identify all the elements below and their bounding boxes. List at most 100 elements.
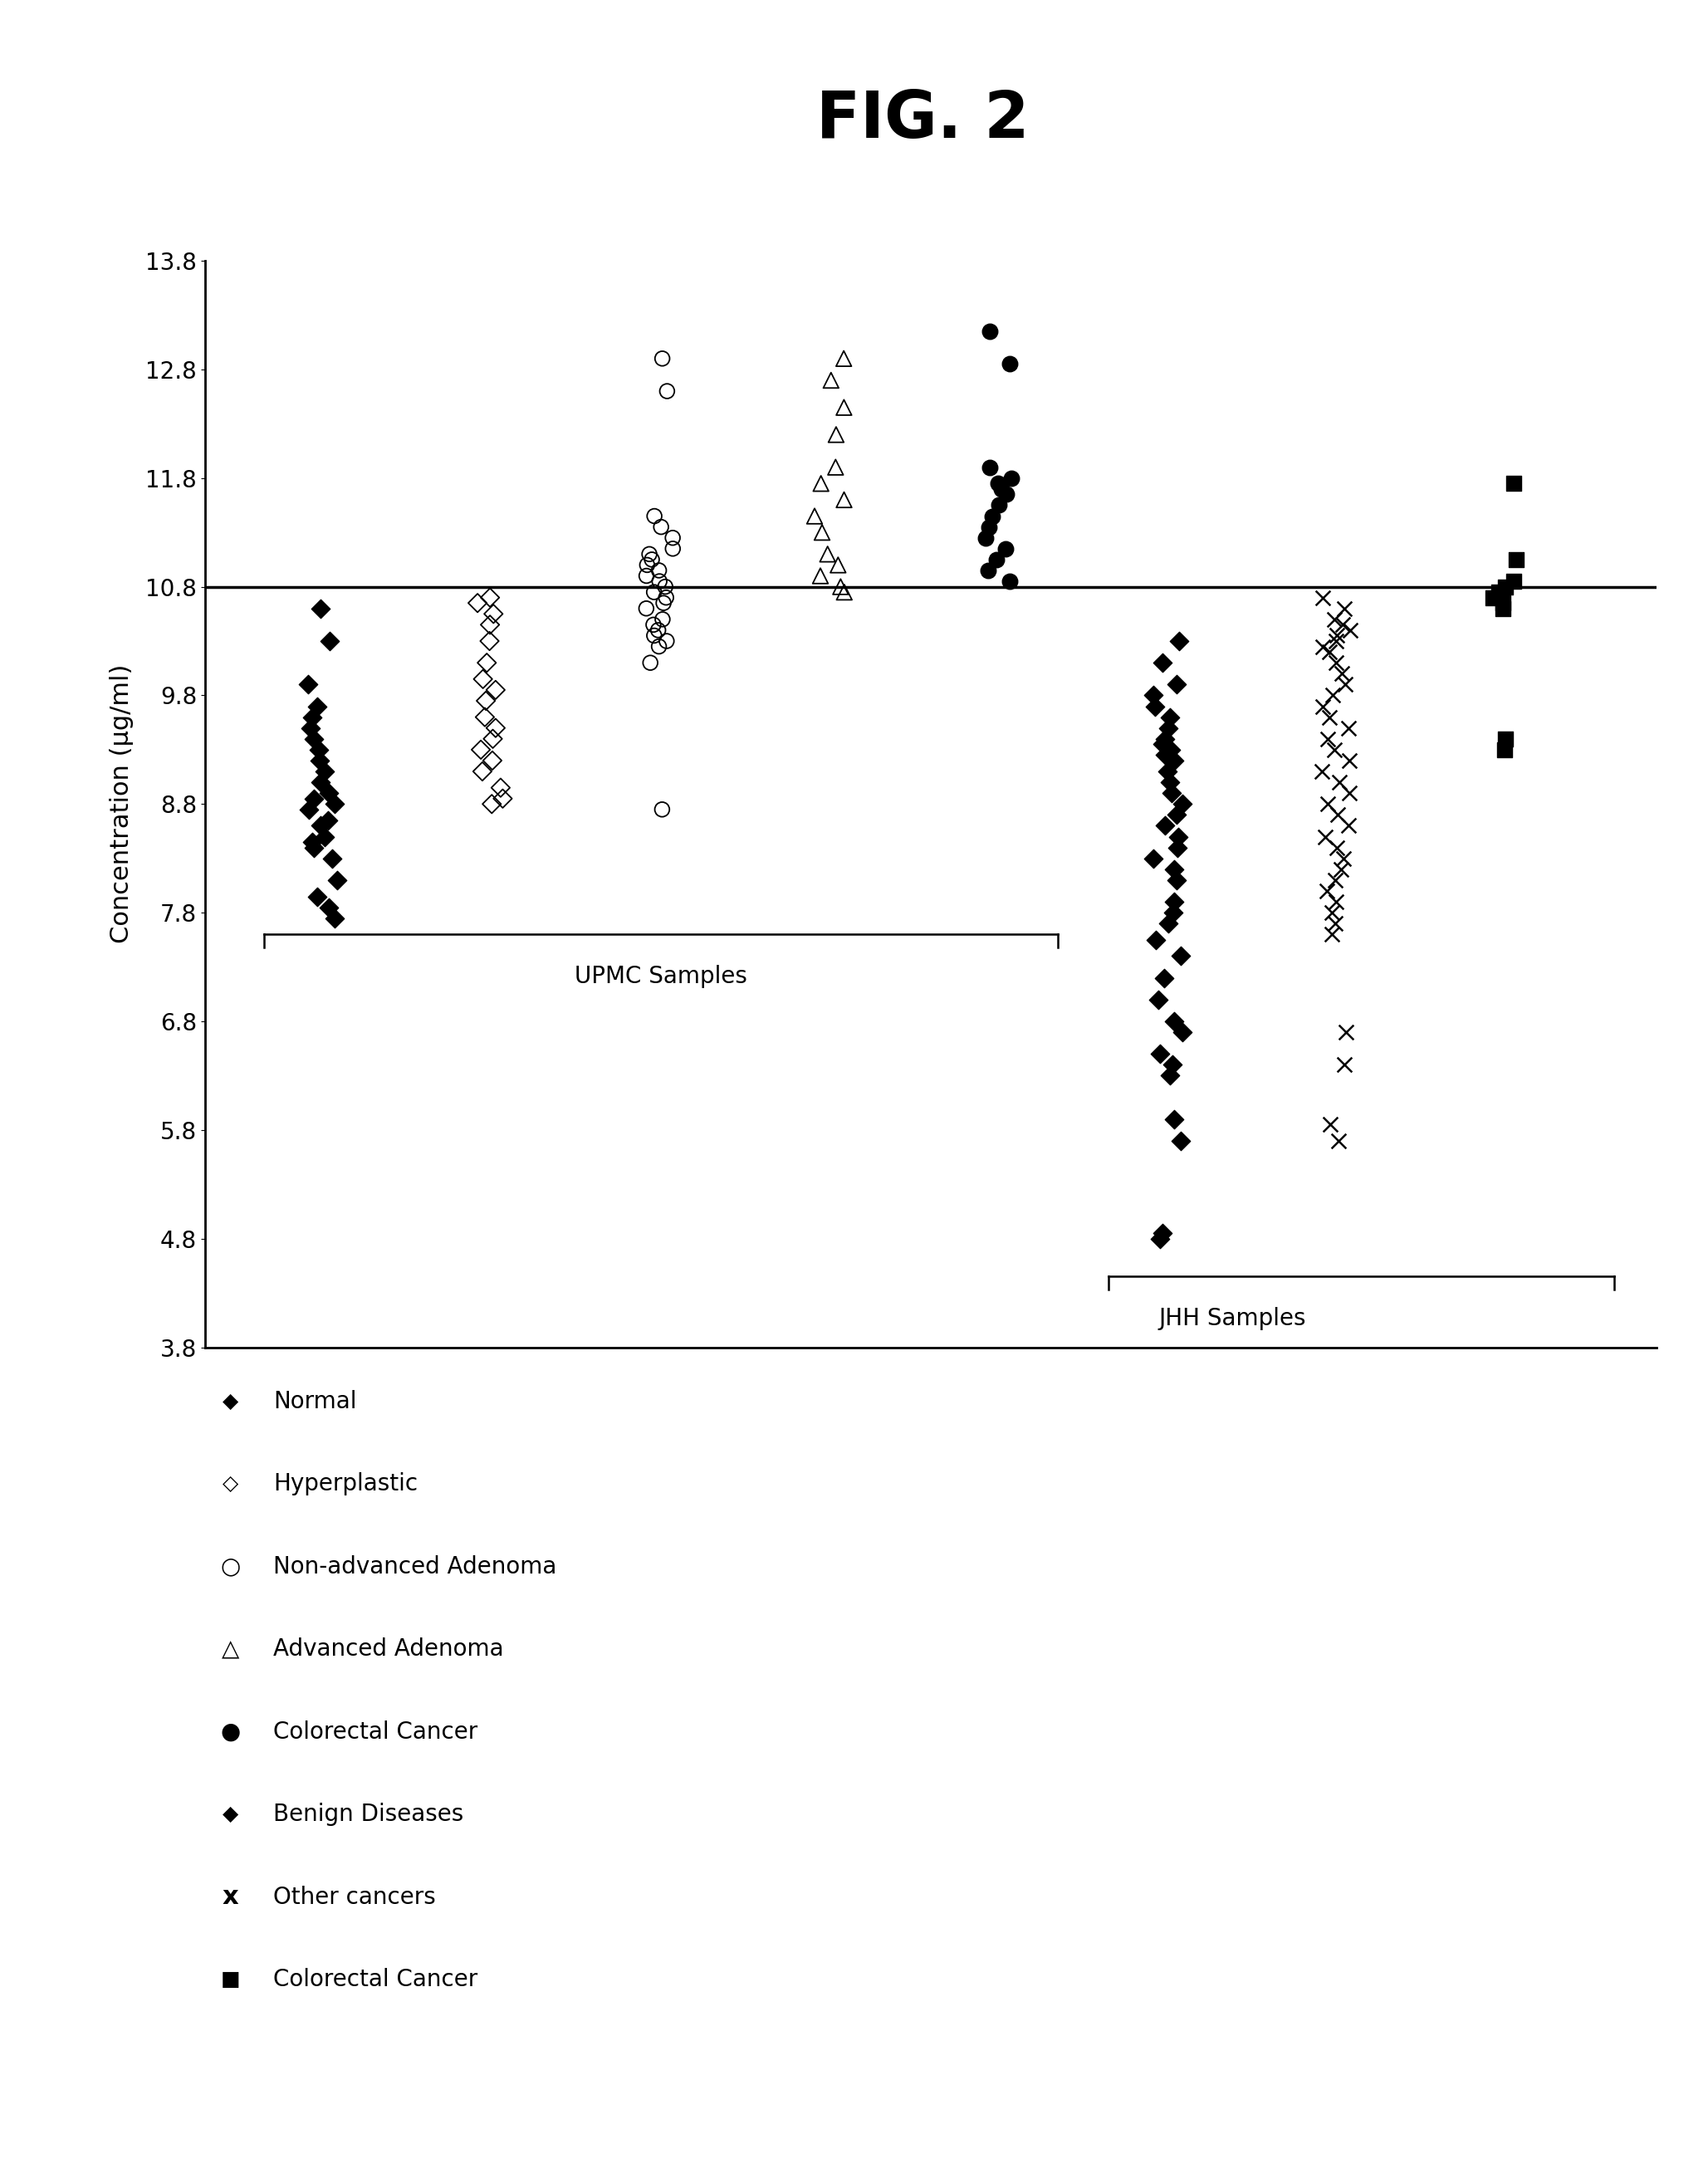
Text: △: △ bbox=[222, 1638, 239, 1660]
Point bbox=[1310, 580, 1337, 615]
Point bbox=[984, 467, 1011, 502]
Point bbox=[1484, 574, 1512, 608]
Text: ◇: ◇ bbox=[222, 1473, 239, 1495]
Point bbox=[830, 391, 857, 426]
Point bbox=[1308, 754, 1336, 789]
Point bbox=[478, 743, 506, 778]
Point bbox=[1503, 543, 1530, 578]
Point bbox=[301, 830, 328, 865]
Point bbox=[1325, 765, 1353, 800]
Point bbox=[307, 591, 335, 626]
Point bbox=[649, 602, 676, 637]
Point bbox=[632, 558, 659, 593]
Point bbox=[1322, 863, 1349, 897]
Point bbox=[1479, 580, 1506, 615]
Point bbox=[316, 624, 343, 658]
Point bbox=[1313, 721, 1341, 756]
Point bbox=[1146, 1037, 1173, 1071]
Point bbox=[1329, 606, 1356, 643]
Point bbox=[1149, 1217, 1177, 1252]
Point bbox=[975, 450, 1003, 485]
Point bbox=[989, 472, 1016, 506]
Point bbox=[294, 667, 321, 702]
Point bbox=[1146, 1221, 1173, 1256]
Point bbox=[1160, 852, 1187, 887]
Point bbox=[640, 617, 668, 652]
Point bbox=[487, 771, 514, 806]
Point bbox=[482, 674, 509, 708]
Point bbox=[1312, 819, 1339, 854]
Point bbox=[1155, 711, 1182, 745]
Point bbox=[468, 732, 495, 767]
Point bbox=[646, 630, 673, 665]
Point bbox=[1163, 830, 1190, 865]
Point bbox=[1151, 721, 1179, 756]
Point bbox=[477, 606, 504, 643]
Point bbox=[1331, 591, 1358, 626]
Point bbox=[314, 776, 342, 811]
Point bbox=[1156, 765, 1184, 800]
Point bbox=[654, 374, 681, 409]
Point bbox=[1151, 739, 1179, 774]
Point bbox=[321, 787, 348, 821]
Point bbox=[1151, 960, 1179, 995]
Point bbox=[1491, 732, 1518, 767]
Point bbox=[311, 819, 338, 854]
Point bbox=[649, 341, 676, 376]
Point bbox=[1163, 797, 1190, 832]
Point bbox=[646, 565, 673, 600]
Point bbox=[314, 804, 342, 839]
Point bbox=[301, 721, 328, 756]
Point bbox=[471, 682, 499, 717]
Point bbox=[1315, 700, 1342, 734]
Point bbox=[1308, 689, 1336, 724]
Point bbox=[1489, 585, 1517, 621]
Point bbox=[1151, 808, 1179, 843]
Point bbox=[659, 519, 687, 554]
Point bbox=[470, 663, 497, 698]
Point bbox=[1322, 624, 1349, 658]
Text: UPMC Samples: UPMC Samples bbox=[574, 965, 746, 989]
Point bbox=[986, 487, 1013, 522]
Point bbox=[830, 482, 857, 517]
Point bbox=[830, 574, 857, 608]
Point bbox=[1327, 852, 1354, 887]
Point bbox=[635, 537, 663, 571]
Point bbox=[632, 591, 659, 626]
Point bbox=[1317, 1108, 1344, 1143]
Point bbox=[1324, 830, 1351, 865]
Point bbox=[1158, 1047, 1185, 1082]
Point bbox=[468, 754, 495, 789]
Point bbox=[1336, 743, 1363, 778]
Point bbox=[1334, 808, 1361, 843]
Point bbox=[1139, 678, 1167, 713]
Point bbox=[1141, 689, 1168, 724]
Point bbox=[992, 532, 1020, 567]
Y-axis label: Concentration (μg/ml): Concentration (μg/ml) bbox=[109, 665, 133, 943]
Point bbox=[640, 574, 668, 608]
Point bbox=[649, 791, 676, 826]
Point bbox=[1324, 797, 1351, 832]
Point bbox=[304, 878, 331, 913]
Text: ◆: ◆ bbox=[222, 1804, 239, 1825]
Point bbox=[972, 519, 999, 554]
Point bbox=[295, 791, 323, 826]
Point bbox=[1158, 776, 1185, 811]
Point bbox=[1165, 624, 1192, 658]
Point bbox=[659, 532, 687, 567]
Point bbox=[830, 341, 857, 376]
Point bbox=[465, 585, 492, 621]
Point bbox=[1319, 678, 1346, 713]
Point bbox=[1332, 667, 1360, 702]
Point bbox=[307, 808, 335, 843]
Point bbox=[1144, 982, 1172, 1017]
Point bbox=[825, 548, 852, 582]
Point bbox=[652, 580, 680, 615]
Point bbox=[652, 624, 680, 658]
Point bbox=[1158, 732, 1185, 767]
Point bbox=[1324, 617, 1351, 652]
Text: Other cancers: Other cancers bbox=[273, 1886, 436, 1908]
Point bbox=[1168, 1015, 1196, 1050]
Point bbox=[1168, 787, 1196, 821]
Point bbox=[1165, 819, 1192, 854]
